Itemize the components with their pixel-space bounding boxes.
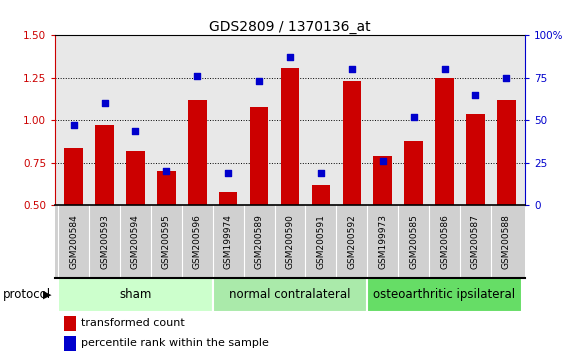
Text: GSM200586: GSM200586 [440, 214, 449, 269]
Text: GSM200594: GSM200594 [131, 214, 140, 269]
Bar [188, 100, 206, 205]
Text: GSM200584: GSM200584 [69, 214, 78, 269]
Bar [466, 114, 485, 205]
Bar [311, 185, 330, 205]
Text: GSM200595: GSM200595 [162, 214, 171, 269]
Point [193, 73, 202, 79]
Bar [95, 125, 114, 205]
Point [255, 79, 264, 84]
Text: transformed count: transformed count [81, 318, 184, 328]
Point [502, 75, 511, 81]
Title: GDS2809 / 1370136_at: GDS2809 / 1370136_at [209, 21, 371, 34]
Point [100, 101, 109, 106]
Point [347, 67, 357, 72]
Text: GSM200588: GSM200588 [502, 214, 511, 269]
Bar [281, 68, 299, 205]
Text: protocol: protocol [3, 288, 51, 301]
Bar [64, 316, 76, 331]
Text: GSM199973: GSM199973 [378, 214, 387, 269]
Point [378, 158, 387, 164]
Text: osteoarthritic ipsilateral: osteoarthritic ipsilateral [374, 288, 516, 301]
Bar [213, 278, 367, 312]
Bar [250, 107, 269, 205]
Bar [219, 192, 237, 205]
Text: percentile rank within the sample: percentile rank within the sample [81, 338, 269, 348]
Text: GSM199974: GSM199974 [224, 214, 233, 269]
Point [316, 170, 325, 176]
Bar [497, 100, 516, 205]
Text: sham: sham [119, 288, 151, 301]
Point [285, 55, 295, 60]
Bar [64, 148, 83, 205]
Text: GSM200593: GSM200593 [100, 214, 109, 269]
Text: GSM200591: GSM200591 [317, 214, 325, 269]
Text: GSM200589: GSM200589 [255, 214, 263, 269]
Point [162, 169, 171, 174]
Point [69, 122, 78, 128]
Text: GSM200590: GSM200590 [285, 214, 295, 269]
Bar [435, 78, 454, 205]
Bar [367, 278, 522, 312]
Bar [374, 156, 392, 205]
Bar [126, 151, 145, 205]
Text: GSM200592: GSM200592 [347, 214, 356, 269]
Text: GSM200596: GSM200596 [193, 214, 202, 269]
Point [471, 92, 480, 98]
Point [131, 128, 140, 133]
Bar [58, 278, 213, 312]
Point [440, 67, 449, 72]
Point [223, 170, 233, 176]
Text: normal contralateral: normal contralateral [229, 288, 351, 301]
Bar [64, 336, 76, 350]
Bar [343, 81, 361, 205]
Text: GSM200585: GSM200585 [409, 214, 418, 269]
Text: ▶: ▶ [43, 290, 52, 300]
Bar [404, 141, 423, 205]
Point [409, 114, 418, 120]
Text: GSM200587: GSM200587 [471, 214, 480, 269]
Bar [157, 171, 176, 205]
